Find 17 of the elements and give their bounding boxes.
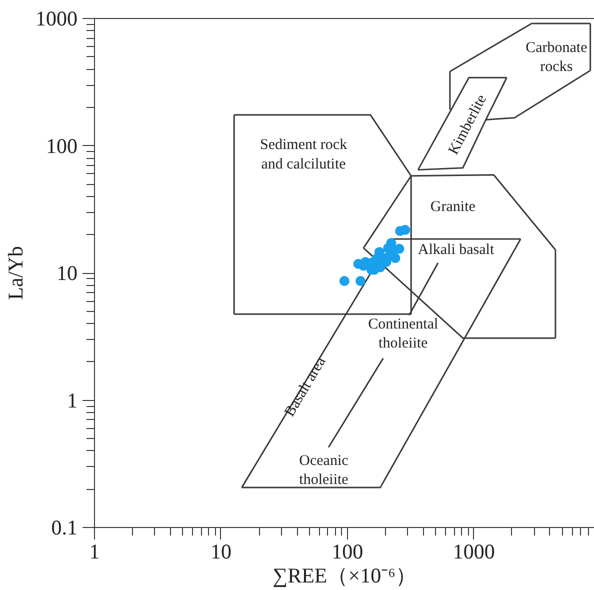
annotation: Alkali basalt xyxy=(418,242,495,258)
annotation: Carbonate rocks xyxy=(526,40,588,76)
x-tick-label: 1000 xyxy=(452,540,495,564)
y-tick-label: 0.1 xyxy=(51,516,78,540)
y-tick-label: 1000 xyxy=(36,6,78,30)
x-tick-label: 100 xyxy=(332,540,364,564)
x-tick-label: 1 xyxy=(89,540,100,564)
y-axis-title: La/Yb xyxy=(4,246,28,300)
y-tick-label: 10 xyxy=(56,261,78,285)
annotation: Oceanic tholeiite xyxy=(299,452,349,488)
annotation: Continental tholeiite xyxy=(368,316,438,352)
y-tick-label: 1 xyxy=(67,388,78,412)
x-axis-title: ∑REE（×10⁻⁶） xyxy=(272,564,416,588)
annotation: Sediment rock and calcilutite xyxy=(260,137,348,172)
annotation: Granite xyxy=(430,199,476,216)
y-tick-label: 100 xyxy=(46,134,78,158)
x-tick-label: 10 xyxy=(210,540,232,564)
